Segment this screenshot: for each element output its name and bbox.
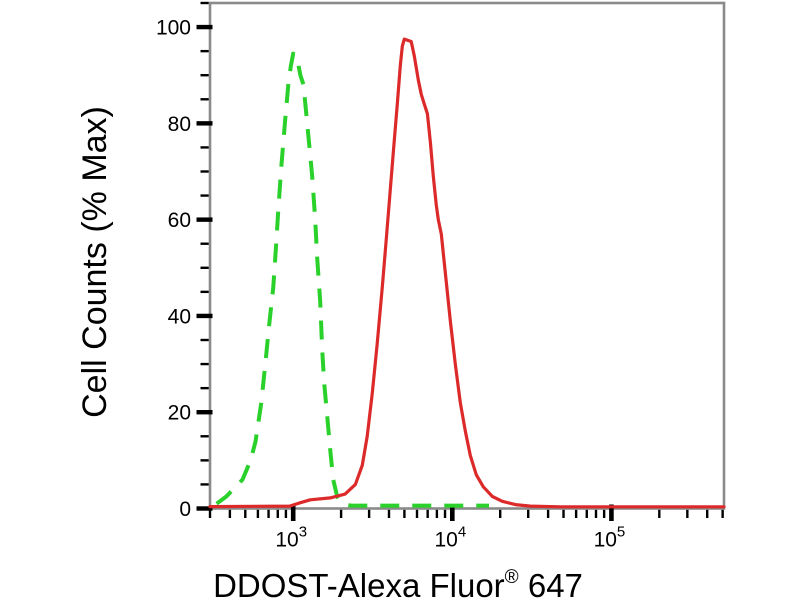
x-tick-label: 103: [275, 524, 307, 552]
registered-trademark-symbol: ®: [504, 567, 519, 588]
y-tick-label: 40: [168, 305, 191, 328]
x-axis-title-text: DDOST-Alexa Fluor: [213, 567, 505, 600]
x-tick-label: 105: [594, 524, 626, 552]
y-tick-label: 60: [168, 209, 191, 232]
series-red-solid: [208, 37, 726, 509]
x-tick-label: 104: [434, 524, 466, 552]
y-tick-label: 100: [156, 17, 191, 40]
series-green-dashed: [215, 51, 489, 508]
y-tick-label: 20: [168, 402, 191, 425]
plot-border: [208, 1, 726, 510]
y-tick-label: 80: [168, 113, 191, 136]
y-axis-title: Cell Counts (% Max): [76, 106, 114, 418]
x-axis-title: DDOST-Alexa Fluor® 647: [158, 557, 638, 600]
x-axis-title-number: 647: [518, 567, 583, 600]
y-tick-label: 0: [179, 498, 191, 521]
